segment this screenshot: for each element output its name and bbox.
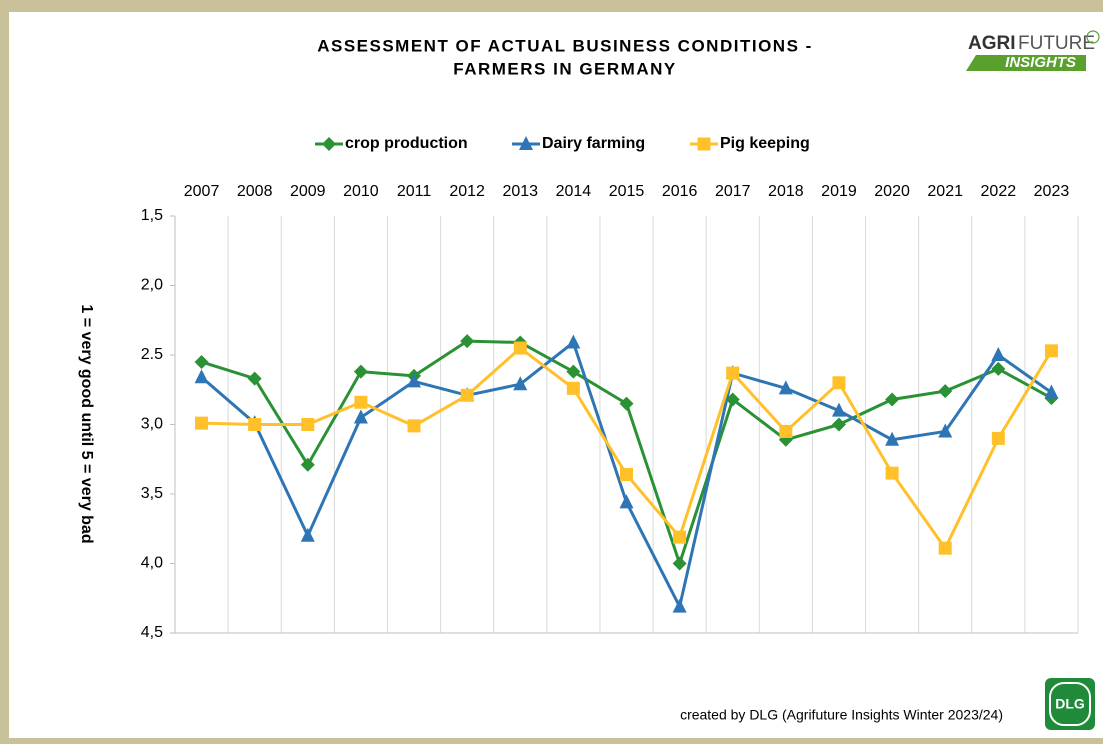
legend-label: crop production	[345, 135, 468, 152]
y-tick-label: 4,0	[141, 555, 163, 572]
marker	[831, 402, 846, 417]
x-tick-label: 2017	[715, 183, 751, 200]
x-tick-label: 2022	[981, 183, 1017, 200]
x-tick-label: 2021	[927, 183, 963, 200]
y-tick-label: 2.5	[141, 346, 163, 363]
marker	[672, 556, 687, 571]
logo-text: AGRI	[968, 33, 1016, 54]
marker	[247, 371, 262, 386]
x-tick-label: 2018	[768, 183, 804, 200]
x-tick-label: 2020	[874, 183, 910, 200]
marker	[460, 334, 475, 349]
marker	[513, 341, 527, 355]
marker	[725, 392, 740, 407]
marker	[460, 388, 474, 402]
marker	[248, 418, 262, 431]
marker	[673, 530, 687, 544]
marker	[938, 541, 952, 555]
marker	[620, 468, 633, 482]
legend-label: Pig keeping	[720, 135, 810, 152]
marker	[697, 137, 711, 151]
marker	[353, 409, 368, 424]
logo-mark	[1086, 30, 1100, 44]
marker	[322, 137, 336, 151]
y-tick-label: 3,5	[141, 485, 163, 502]
x-tick-label: 2023	[1034, 183, 1070, 200]
logo-text: INSIGHTS	[1005, 54, 1076, 71]
y-tick-label: 3,0	[141, 416, 163, 433]
marker	[407, 419, 421, 433]
chart-title: ASSESSMENT OF ACTUAL BUSINESS CONDITIONS…	[317, 36, 813, 55]
series-line	[201, 339, 1053, 565]
marker	[885, 466, 899, 480]
x-tick-label: 2007	[184, 183, 220, 200]
marker	[195, 416, 209, 430]
legend-item: Pig keeping	[690, 135, 810, 152]
marker	[991, 431, 1005, 445]
y-tick-label: 2,0	[141, 277, 163, 294]
x-tick-label: 2008	[237, 183, 273, 200]
marker	[779, 424, 793, 438]
dlg-logo	[1045, 678, 1095, 730]
legend-item: crop production	[315, 135, 468, 152]
x-tick-label: 2015	[609, 183, 645, 200]
y-tick-label: 1,5	[141, 207, 163, 224]
marker	[885, 431, 900, 446]
x-tick-label: 2019	[821, 183, 857, 200]
marker	[672, 598, 687, 613]
marker	[619, 396, 634, 411]
legend-label: Dairy farming	[542, 135, 645, 152]
y-tick-label: 4,5	[141, 624, 163, 641]
marker	[194, 354, 209, 369]
x-tick-label: 2016	[662, 183, 698, 200]
legend-item: Dairy farming	[512, 135, 645, 152]
marker	[991, 361, 1006, 376]
marker	[566, 364, 581, 379]
logo-text: DLG	[1055, 696, 1085, 712]
marker	[831, 417, 846, 432]
marker	[938, 423, 953, 438]
series-line	[201, 346, 1053, 550]
marker	[566, 381, 580, 395]
logo-text: FUTURE	[1018, 33, 1095, 54]
x-tick-label: 2011	[397, 183, 432, 200]
marker	[566, 334, 581, 349]
chart-title: FARMERS IN GERMANY	[453, 59, 676, 78]
marker	[619, 494, 634, 509]
marker	[519, 136, 533, 150]
marker	[778, 380, 793, 395]
x-tick-label: 2013	[502, 183, 538, 200]
marker	[407, 373, 422, 388]
marker	[938, 384, 953, 399]
marker	[300, 527, 315, 542]
marker	[991, 347, 1006, 361]
x-tick-label: 2010	[343, 183, 379, 200]
marker	[513, 376, 528, 391]
logo-band	[966, 55, 1086, 71]
marker	[1044, 344, 1058, 358]
marker	[885, 392, 900, 407]
x-tick-label: 2014	[556, 183, 592, 200]
marker	[832, 376, 846, 390]
y-axis-label: 1 = very good until 5 = very bad	[78, 304, 95, 543]
marker	[726, 366, 740, 380]
marker	[353, 364, 368, 379]
x-tick-label: 2012	[449, 183, 485, 200]
marker	[194, 369, 209, 384]
marker	[1044, 384, 1059, 399]
footer: created by DLG (Agrifuture Insights Wint…	[680, 707, 1003, 723]
marker	[301, 418, 315, 431]
x-tick-label: 2009	[290, 183, 326, 200]
dlg-logo-ring	[1049, 682, 1091, 726]
logo: AGRI FUTURE INSIGHTS DLG	[966, 30, 1100, 730]
marker	[354, 395, 368, 409]
marker	[300, 457, 315, 472]
